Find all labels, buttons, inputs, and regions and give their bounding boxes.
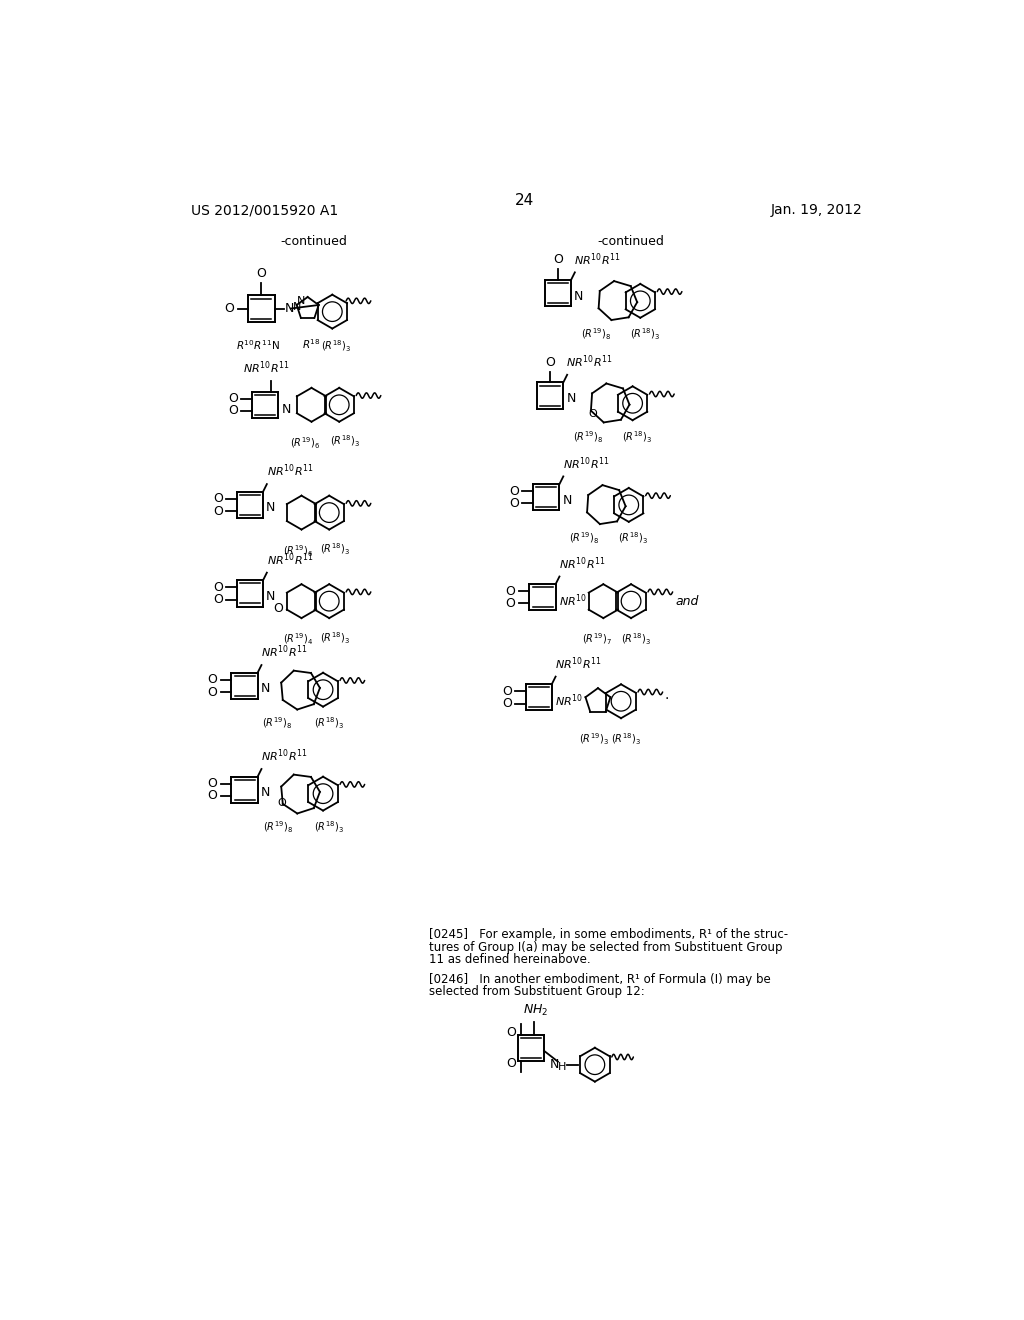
- Text: 11 as defined hereinabove.: 11 as defined hereinabove.: [429, 953, 591, 966]
- Text: $NR^{10}R^{11}$: $NR^{10}R^{11}$: [261, 748, 308, 764]
- Text: O: O: [224, 302, 234, 315]
- Text: $(R^{19})_6$: $(R^{19})_6$: [283, 544, 312, 558]
- Text: $(R^{18})_3$: $(R^{18})_3$: [623, 429, 652, 445]
- Text: $(R^{19})_3$: $(R^{19})_3$: [580, 731, 609, 747]
- Text: O: O: [506, 585, 515, 598]
- Text: $R^{18}$: $R^{18}$: [302, 337, 321, 351]
- Text: $(R^{18})_3$: $(R^{18})_3$: [322, 339, 351, 354]
- Text: $NR^{10}R^{11}$: $NR^{10}R^{11}$: [562, 455, 609, 471]
- Text: O: O: [208, 673, 217, 686]
- Text: $(R^{18})_3$: $(R^{18})_3$: [621, 632, 650, 647]
- Text: O: O: [213, 593, 223, 606]
- Text: $NR^{10}R^{11}$: $NR^{10}R^{11}$: [267, 463, 313, 479]
- Text: 24: 24: [515, 193, 535, 209]
- Text: $(R^{19})_7$: $(R^{19})_7$: [583, 632, 612, 647]
- Text: N: N: [266, 590, 275, 603]
- Text: tures of Group I(a) may be selected from Substituent Group: tures of Group I(a) may be selected from…: [429, 941, 782, 954]
- Text: O: O: [507, 1056, 516, 1069]
- Text: O: O: [588, 409, 597, 418]
- Text: US 2012/0015920 A1: US 2012/0015920 A1: [190, 203, 338, 216]
- Text: O: O: [208, 789, 217, 803]
- Text: $NR^{10}R^{11}$: $NR^{10}R^{11}$: [574, 251, 621, 268]
- Text: O: O: [545, 355, 555, 368]
- Text: $(R^{18})_3$: $(R^{18})_3$: [314, 715, 344, 731]
- Text: [0245]   For example, in some embodiments, R¹ of the struc-: [0245] For example, in some embodiments,…: [429, 928, 788, 941]
- Text: O: O: [208, 777, 217, 791]
- Text: O: O: [507, 1026, 516, 1039]
- Text: H: H: [558, 1061, 566, 1072]
- Text: $(R^{19})_6$: $(R^{19})_6$: [290, 436, 321, 451]
- Text: Jan. 19, 2012: Jan. 19, 2012: [770, 203, 862, 216]
- Text: $NR^{10}R^{11}$: $NR^{10}R^{11}$: [244, 360, 290, 376]
- Text: N: N: [261, 682, 270, 696]
- Text: O: O: [510, 496, 519, 510]
- Text: O: O: [506, 597, 515, 610]
- Text: $NR^{10}$: $NR^{10}$: [555, 692, 583, 709]
- Text: $(R^{18})_3$: $(R^{18})_3$: [618, 531, 648, 546]
- Text: N: N: [550, 1057, 559, 1071]
- Text: $(R^{19})_8$: $(R^{19})_8$: [263, 820, 294, 836]
- Text: $(R^{19})_8$: $(R^{19})_8$: [262, 715, 292, 731]
- Text: O: O: [502, 685, 512, 698]
- Text: O: O: [257, 267, 266, 280]
- Text: N: N: [297, 296, 306, 306]
- Text: N: N: [574, 289, 584, 302]
- Text: $NH_2$: $NH_2$: [523, 1003, 548, 1018]
- Text: O: O: [213, 492, 223, 506]
- Text: $NR^{10}R^{11}$: $NR^{10}R^{11}$: [267, 552, 313, 568]
- Text: O: O: [213, 581, 223, 594]
- Text: $(R^{18})_3$: $(R^{18})_3$: [630, 327, 659, 342]
- Text: $(R^{18})_3$: $(R^{18})_3$: [321, 543, 350, 557]
- Text: N: N: [266, 502, 275, 515]
- Text: N: N: [562, 494, 572, 507]
- Text: O: O: [502, 697, 512, 710]
- Text: $NR^{10}R^{11}$: $NR^{10}R^{11}$: [261, 644, 308, 660]
- Text: $NR^{10}$: $NR^{10}$: [559, 593, 587, 609]
- Text: N: N: [293, 302, 301, 312]
- Text: $(R^{19})_8$: $(R^{19})_8$: [572, 429, 603, 445]
- Text: O: O: [228, 392, 239, 405]
- Text: O: O: [208, 685, 217, 698]
- Text: and: and: [676, 594, 699, 607]
- Text: N: N: [261, 787, 270, 800]
- Text: $(R^{18})_3$: $(R^{18})_3$: [610, 733, 641, 747]
- Text: N: N: [566, 392, 575, 405]
- Text: $(R^{18})_3$: $(R^{18})_3$: [331, 434, 360, 450]
- Text: $NR^{10}R^{11}$: $NR^{10}R^{11}$: [559, 556, 605, 572]
- Text: .: .: [665, 688, 669, 702]
- Text: -continued: -continued: [281, 235, 347, 248]
- Text: $R^{10}R^{11}$N: $R^{10}R^{11}$N: [236, 339, 280, 352]
- Text: O: O: [273, 602, 283, 615]
- Text: N: N: [285, 302, 294, 315]
- Text: O: O: [228, 404, 239, 417]
- Text: -continued: -continued: [598, 235, 665, 248]
- Text: $NR^{10}R^{11}$: $NR^{10}R^{11}$: [566, 354, 613, 370]
- Text: $(R^{19})_8$: $(R^{19})_8$: [569, 531, 599, 546]
- Text: O: O: [278, 797, 286, 808]
- Text: $(R^{19})_8$: $(R^{19})_8$: [581, 327, 610, 342]
- Text: $(R^{18})_3$: $(R^{18})_3$: [314, 820, 344, 836]
- Text: $(R^{19})_4$: $(R^{19})_4$: [283, 632, 312, 647]
- Text: selected from Substituent Group 12:: selected from Substituent Group 12:: [429, 985, 645, 998]
- Text: $NR^{10}R^{11}$: $NR^{10}R^{11}$: [555, 656, 601, 672]
- Text: N: N: [282, 403, 291, 416]
- Text: [0246]   In another embodiment, R¹ of Formula (I) may be: [0246] In another embodiment, R¹ of Form…: [429, 973, 771, 986]
- Text: O: O: [553, 253, 563, 267]
- Text: O: O: [510, 484, 519, 498]
- Text: O: O: [213, 504, 223, 517]
- Text: $(R^{18})_3$: $(R^{18})_3$: [321, 631, 350, 645]
